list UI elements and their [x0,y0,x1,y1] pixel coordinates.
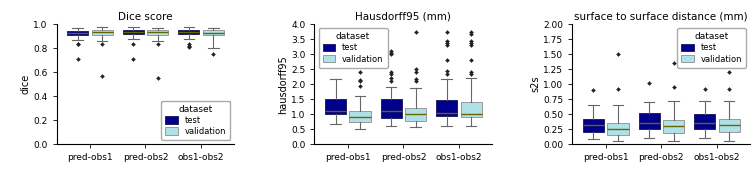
PathPatch shape [67,31,88,36]
Legend: test, validation: test, validation [677,28,746,68]
Y-axis label: s2s: s2s [530,76,541,92]
PathPatch shape [639,113,660,129]
Legend: test, validation: test, validation [161,101,230,140]
PathPatch shape [583,119,604,132]
Title: surface to surface distance (mm): surface to surface distance (mm) [575,12,748,22]
PathPatch shape [663,120,684,134]
PathPatch shape [719,119,740,132]
PathPatch shape [608,123,629,135]
PathPatch shape [203,30,224,35]
PathPatch shape [461,102,482,117]
PathPatch shape [147,30,168,35]
PathPatch shape [405,108,426,121]
PathPatch shape [436,100,458,116]
PathPatch shape [325,99,346,114]
Y-axis label: hausdorff95: hausdorff95 [278,55,288,114]
PathPatch shape [349,111,371,122]
PathPatch shape [381,99,402,118]
PathPatch shape [91,30,112,35]
PathPatch shape [694,114,716,129]
PathPatch shape [123,30,144,34]
Title: Hausdorff95 (mm): Hausdorff95 (mm) [355,12,452,22]
Legend: test, validation: test, validation [319,28,388,68]
Title: Dice score: Dice score [118,12,173,22]
PathPatch shape [178,30,199,34]
Y-axis label: dice: dice [20,74,30,94]
